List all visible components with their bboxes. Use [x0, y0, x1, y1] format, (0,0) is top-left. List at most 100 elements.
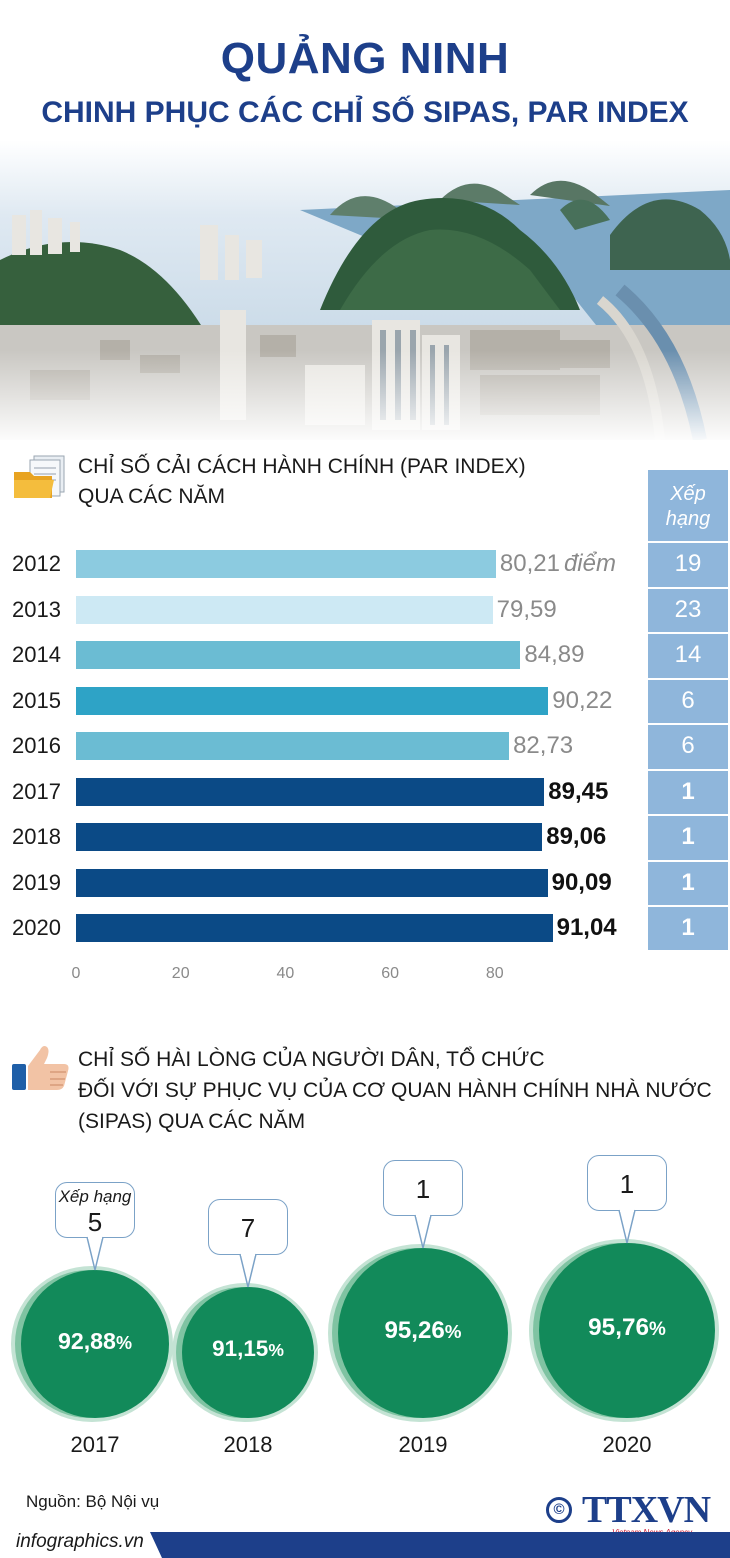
copyright-icon: ©	[546, 1497, 572, 1523]
rank-bubble-2019: 1	[383, 1159, 463, 1216]
bar-2014	[76, 641, 521, 669]
year-label-2017: 2017	[12, 778, 61, 804]
bar-2012	[76, 550, 496, 578]
bubble-percent-2018: %	[268, 1340, 284, 1361]
rank-2016: 6	[681, 732, 695, 759]
rank-separator	[648, 677, 728, 680]
value-label-2019: 90,09	[552, 868, 612, 898]
rank-bubble-tail-2018	[239, 1252, 257, 1288]
value-number-2017: 89,45	[548, 777, 609, 805]
rank-header-line2: hạng	[665, 508, 711, 530]
year-label-2018: 2018	[12, 824, 61, 849]
year-label-2015: 2015	[12, 687, 61, 713]
value-number-2014: 84,89	[524, 641, 585, 668]
year-label-2014: 2014	[12, 642, 61, 667]
bubble-percent-2020: %	[648, 1319, 666, 1341]
value-label-2014: 84,89	[524, 640, 584, 670]
bubble-number-2017: 92,88	[58, 1328, 116, 1355]
bubble-value-2018: 91,15%	[168, 1336, 328, 1362]
bubble-percent-2019: %	[444, 1320, 462, 1342]
value-number-2015: 90,22	[552, 686, 613, 714]
year-label-2020: 2020	[12, 915, 61, 940]
source-note: Nguồn: Bộ Nội vụ	[26, 1492, 160, 1511]
value-number-2020: 91,04	[556, 914, 617, 941]
rank-header-line1: Xếp	[670, 483, 706, 505]
rank-bubble-label: Xếp hạng	[58, 1187, 132, 1207]
rank-column	[648, 470, 728, 950]
rank-bubble-2020: 1	[587, 1154, 667, 1211]
value-number-2013: 79,59	[496, 595, 557, 623]
par-title-line1: CHỈ SỐ CẢI CÁCH HÀNH CHÍNH (PAR INDEX)	[78, 455, 526, 478]
year-label-2016: 2016	[12, 733, 61, 758]
rank-2014: 14	[674, 641, 702, 668]
rank-column-header: Xếp hạng	[648, 482, 728, 532]
value-label-2013: 79,59	[497, 595, 557, 625]
sipas-title-line3: (SIPAS) QUA CÁC NĂM	[78, 1110, 306, 1133]
rank-2018: 1	[681, 823, 695, 850]
x-tick-60: 60	[381, 965, 399, 982]
x-tick-20: 20	[171, 965, 190, 982]
rank-separator	[648, 586, 728, 589]
bar-2016	[76, 732, 510, 760]
year-label-2012: 2012	[12, 551, 61, 576]
bubble-number-2020: 95,76	[588, 1314, 649, 1342]
rank-2017: 1	[681, 777, 695, 805]
bubble-value-2020: 95,76%	[547, 1314, 707, 1342]
rank-bubble-value-2020: 1	[619, 1168, 635, 1199]
rank-separator	[648, 905, 728, 907]
value-label-2018: 89,06	[546, 822, 606, 852]
rank-bubble-2017: Xếp hạng 5	[55, 1182, 135, 1239]
bar-2013	[76, 595, 493, 624]
page-subtitle: CHINH PHỤC CÁC CHỈ SỐ SIPAS, PAR INDEX	[41, 96, 689, 129]
page-title: QUẢNG NINH	[220, 34, 510, 83]
value-number-2019: 90,09	[551, 868, 612, 896]
rank-bubble-value-2018: 7	[240, 1212, 256, 1243]
value-number-2012: 80,21	[499, 550, 560, 577]
bubble-year-2020: 2020	[602, 1432, 652, 1457]
rank-separator	[648, 768, 728, 771]
rank-bubble-tail-2020	[618, 1208, 636, 1243]
value-label-2016: 82,73	[513, 731, 573, 761]
bubble-2018	[182, 1286, 314, 1418]
ha-long-bay-city-photo	[0, 140, 730, 440]
value-label-2017: 89,45	[548, 777, 608, 807]
bar-2017	[76, 777, 545, 806]
bar-2020	[76, 914, 553, 942]
rank-bubble-value-2017: 5	[87, 1207, 103, 1238]
x-tick-40: 40	[276, 965, 295, 982]
year-label-2019: 2019	[12, 869, 61, 895]
bubble-year-2017: 2017	[70, 1432, 120, 1457]
sipas-title-line2: ĐỐI VỚI SỰ PHỤC VỤ CỦA CƠ QUAN HÀNH CHÍN…	[78, 1079, 712, 1102]
bubble-2019	[337, 1247, 509, 1418]
bubble-2017	[21, 1270, 169, 1418]
rank-bubble-tail-2017	[86, 1236, 104, 1271]
sipas-section-title: CHỈ SỐ HÀI LÒNG CỦA NGƯỜI DÂN, TỔ CHỨC Đ…	[78, 1044, 712, 1137]
ttxvn-logo: TTXVN	[582, 1489, 711, 1531]
par-section-title: CHỈ SỐ CẢI CÁCH HÀNH CHÍNH (PAR INDEX) Q…	[78, 452, 526, 512]
rank-separator	[648, 541, 728, 543]
bubble-value-2019: 95,26%	[343, 1317, 503, 1345]
footer-url[interactable]: infographics.vn	[16, 1531, 144, 1552]
footer-bar	[0, 1532, 730, 1558]
rank-separator	[648, 859, 728, 862]
rank-separator	[648, 632, 728, 634]
bubble-number-2019: 95,26	[384, 1316, 445, 1344]
bubble-2020	[539, 1242, 715, 1418]
rank-bubble-2018: 7	[208, 1198, 288, 1255]
year-label-2013: 2013	[12, 596, 61, 622]
rank-2020: 1	[681, 914, 695, 941]
rank-2013: 23	[674, 595, 702, 623]
value-unit: điểm	[563, 550, 616, 577]
rank-bubble-tail-2019	[414, 1213, 432, 1248]
value-label-2020: 91,04	[557, 913, 617, 943]
rank-separator	[648, 814, 728, 816]
bar-2015	[76, 686, 549, 715]
bubble-year-2018: 2018	[223, 1432, 273, 1457]
par-title-line2: QUA CÁC NĂM	[78, 485, 226, 508]
rank-bubble-value-2019: 1	[415, 1173, 431, 1204]
rank-2012: 19	[674, 550, 702, 577]
bubble-value-2017: 92,88%	[15, 1328, 175, 1355]
bar-2018	[76, 823, 543, 851]
rank-2015: 6	[681, 686, 695, 714]
thumbs-up-icon	[10, 1042, 72, 1092]
